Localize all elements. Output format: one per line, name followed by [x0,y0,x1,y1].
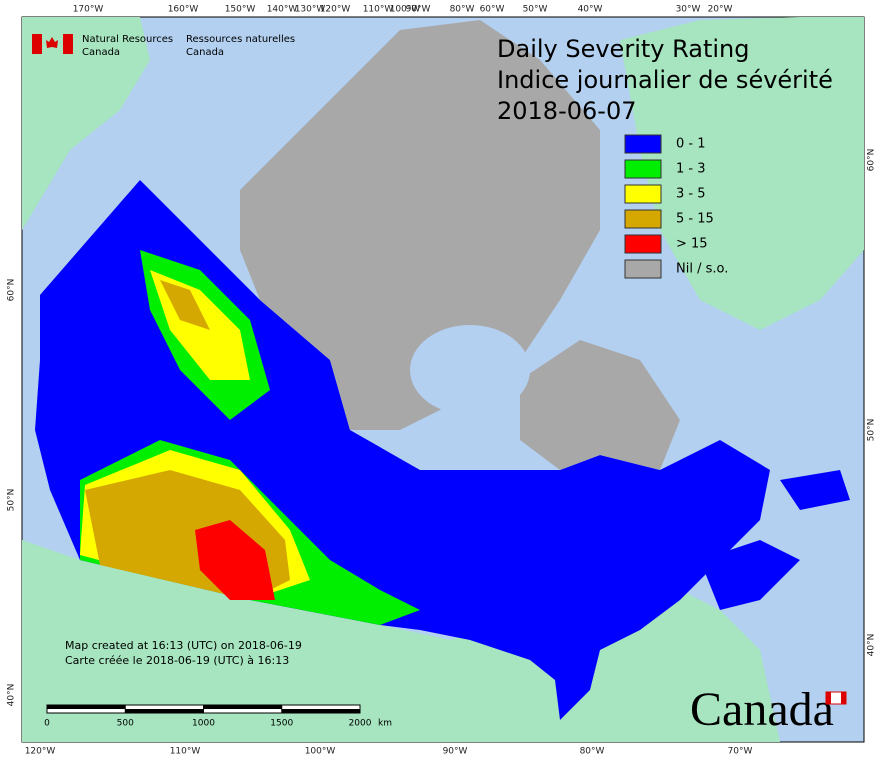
legend-swatch [624,134,662,154]
lon-label-top: 100°W [390,5,421,15]
legend-label: 5 - 15 [676,212,714,227]
lon-label-bottom: 110°W [170,747,201,757]
agency-fr: Ressources naturelles [186,34,295,45]
alaska [22,17,150,230]
lon-label-bottom: 80°W [580,747,605,757]
maritimes [700,470,850,610]
lon-label-top: 20°W [708,5,733,15]
lon-label-bottom: 70°W [728,747,753,757]
hudson-bay [410,325,530,415]
lon-label-top: 160°W [168,5,199,15]
legend-label: 1 - 3 [676,162,706,177]
lat-label-left: 40°N [7,684,17,707]
legend-swatch [624,184,662,204]
lon-label-bottom: 100°W [305,747,336,757]
lon-label-top: 30°W [676,5,701,15]
lon-label-top: 40°W [578,5,603,15]
wordmark-flag [826,692,831,704]
scale-segment [125,709,204,713]
flag-bar [63,34,73,54]
lat-label-left: 60°N [7,279,17,302]
legend-swatch [624,209,662,229]
lon-label-bottom: 120°W [25,747,56,757]
agency-en: Natural Resources [82,34,173,45]
agency-fr: Canada [186,47,224,58]
lon-label-top: 80°W [450,5,475,15]
scale-segment [281,709,360,713]
quebec-nil [520,340,680,470]
legend-label: 0 - 1 [676,137,706,152]
scale-label: 1500 [270,719,293,729]
created-fr: Carte créée le 2018-06-19 (UTC) à 16:13 [65,654,289,667]
legend-label: Nil / s.o. [676,262,728,277]
lon-label-top: 130°W [295,5,326,15]
created-en: Map created at 16:13 (UTC) on 2018-06-19 [65,639,302,652]
arctic-nil [240,20,600,430]
scale-bar: 0 500 1000 1500 2000 km [44,704,392,729]
legend-swatch [624,159,662,179]
date: 2018-06-07 [497,97,636,125]
scale-label: 1000 [192,719,215,729]
flag-leaf [46,37,58,48]
scale-segment [203,705,282,709]
lon-label-top: 140°W [267,5,298,15]
legend: 0 - 1 1 - 3 3 - 5 5 - 15 > 15 Nil / s.o. [624,134,728,279]
scale-label: 2000 [349,719,372,729]
title: Daily Severity Rating [497,35,749,63]
wordmark-flag [841,692,846,704]
legend-label: > 15 [676,237,708,252]
lon-label-top: 170°W [73,5,104,15]
lon-label-top: 110°W [363,5,394,15]
scale-unit: km [378,719,392,729]
subtitle: Indice journalier de sévérité [497,66,833,94]
lat-label-right: 60°N [867,149,877,172]
legend-label: 3 - 5 [676,187,706,202]
scale-label: 500 [117,719,134,729]
lon-label-top: 150°W [225,5,256,15]
wordmark: Canada [690,683,834,736]
lon-label-top: 90°W [406,5,431,15]
lat-label-right: 50°N [867,419,877,442]
lat-label-left: 50°N [7,489,17,512]
lat-label-right: 40°N [867,634,877,657]
greenland [620,17,864,330]
zone-over-15 [195,520,275,600]
zone-5-15-north [160,280,210,330]
scale-segment [47,705,126,709]
lon-label-top: 50°W [523,5,548,15]
flag-bar [32,34,42,54]
legend-swatch [624,234,662,254]
agency-en: Canada [82,47,120,58]
lon-label-bottom: 90°W [443,747,468,757]
usa [22,540,780,742]
lon-label-top: 120°W [320,5,351,15]
lon-label-top: 60°W [480,5,505,15]
scale-label: 0 [44,719,50,729]
legend-swatch [624,259,662,279]
